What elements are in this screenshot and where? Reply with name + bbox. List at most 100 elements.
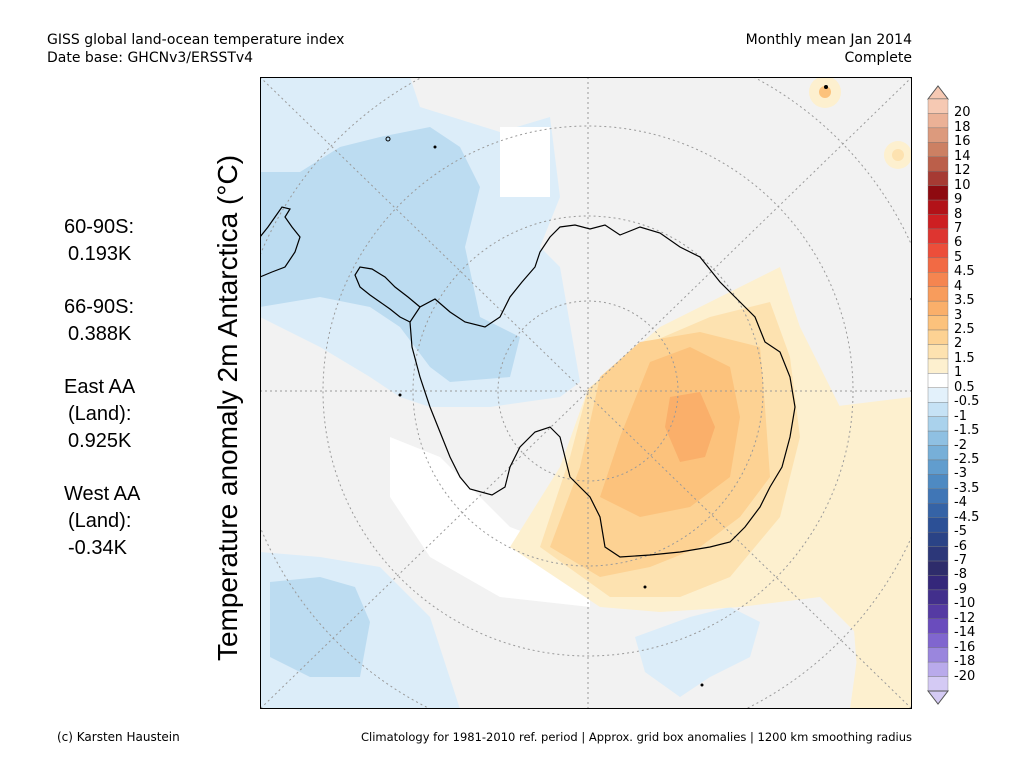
anomaly-region-light-blue-se <box>635 607 760 697</box>
legend-swatch <box>927 300 949 316</box>
legend-swatch <box>927 416 949 432</box>
legend-colorbar <box>926 85 950 705</box>
legend-swatch <box>927 257 949 273</box>
legend-tick-label: -16 <box>954 639 976 655</box>
island-marker <box>824 85 828 89</box>
antarctica-anomaly-map <box>260 77 912 709</box>
graticule <box>260 77 912 709</box>
stat-east-aa: East AA (Land): 0.925K <box>64 374 204 455</box>
south-america-coastline <box>260 206 301 278</box>
legend-swatch <box>927 546 949 562</box>
legend-swatch <box>927 633 949 648</box>
legend-swatch <box>927 127 949 143</box>
header-left: GISS global land-ocean temperature index… <box>47 31 344 67</box>
legend-tick-label: -12 <box>954 610 976 626</box>
stat-west-aa: West AA (Land): -0.34K <box>64 481 204 562</box>
legend-tick-label: -20 <box>954 668 976 684</box>
legend-swatch <box>927 156 949 172</box>
legend-tick-label: 4 <box>954 278 963 294</box>
legend-swatch <box>927 647 949 663</box>
legend-swatch <box>927 199 949 215</box>
legend-tick-label: 12 <box>954 163 971 179</box>
stat-value: 0.925K <box>68 430 132 452</box>
legend-swatch <box>927 170 949 186</box>
legend-tick-label: -8 <box>954 567 967 583</box>
stat-sublabel: (Land): <box>68 510 132 532</box>
legend-swatch <box>927 459 949 475</box>
anomaly-stats: 60-90S: 0.193K 66-90S: 0.388K East AA (L… <box>64 214 204 588</box>
island-marker <box>700 683 704 687</box>
legend-swatch <box>927 243 949 259</box>
legend-swatch <box>927 589 949 605</box>
stat-label: 60-90S: <box>64 216 135 238</box>
legend-swatch <box>927 503 949 518</box>
legend-tick-label: 0.5 <box>954 379 975 395</box>
stat-value: -0.34K <box>68 537 127 559</box>
color-legend: 20 18 16 14 12 10 9 8 7 6 5 4.5 4 3.5 3 2.5 2 1.5 1 0.5 -0.5… <box>926 85 1006 705</box>
legend-tick-label: -2.5 <box>954 451 980 467</box>
legend-tick-label: -18 <box>954 654 976 670</box>
completeness-label: Complete <box>844 50 912 66</box>
antarctica-coastline <box>409 224 796 558</box>
stat-value: 0.388K <box>68 323 132 345</box>
legend-swatch <box>927 430 949 446</box>
legend-tick-label: 5 <box>954 249 963 265</box>
anomaly-region-pale-yellow-east <box>830 397 912 709</box>
legend-tick-label: 14 <box>954 148 971 164</box>
methodology-note: Climatology for 1981-2010 ref. period | … <box>360 730 912 744</box>
island-marker <box>385 136 391 142</box>
legend-tick-label: -9 <box>954 581 967 597</box>
legend-tick-label: -4 <box>954 495 967 511</box>
legend-tick-label: -0.5 <box>954 394 980 410</box>
legend-tick-label: 18 <box>954 119 971 135</box>
legend-swatch <box>927 531 949 547</box>
island-marker <box>398 393 402 397</box>
legend-tick-label: 1 <box>954 365 963 381</box>
anomaly-region-peak <box>665 392 715 462</box>
map-canvas <box>260 77 912 709</box>
y-axis-label: Temperature anomaly 2m Antarctica (°C) <box>212 154 243 662</box>
legend-swatch <box>927 560 949 576</box>
legend-swatch <box>927 344 949 360</box>
no-data-block <box>500 127 550 197</box>
legend-swatch <box>927 517 949 533</box>
stat-60-90s: 60-90S: 0.193K <box>64 214 204 268</box>
legend-swatch <box>927 373 949 388</box>
legend-swatch <box>927 387 949 403</box>
legend-tick-label: 2.5 <box>954 322 975 338</box>
island-marker <box>643 585 647 589</box>
legend-swatch <box>927 402 949 417</box>
legend-tick-label: -1 <box>954 408 967 424</box>
legend-tick-label: -2 <box>954 437 967 453</box>
legend-swatch <box>927 488 949 504</box>
anomaly-region-blue-sw <box>270 577 370 677</box>
legend-tick-label: 20 <box>954 105 971 121</box>
legend-tick-label: -6 <box>954 538 967 554</box>
legend-swatch <box>927 575 949 591</box>
legend-tick-label: 2 <box>954 336 963 352</box>
header-right: Monthly mean Jan 2014 Complete <box>746 31 912 67</box>
legend-tick-label: 4.5 <box>954 264 975 280</box>
legend-tick-label: 10 <box>954 177 971 193</box>
legend-tick-label: -14 <box>954 625 976 641</box>
legend-swatch <box>927 474 949 490</box>
data-base-label: Date base: GHCNv3/ERSSTv4 <box>47 50 254 66</box>
stat-value: 0.193K <box>68 243 132 265</box>
legend-tick-label: 3 <box>954 307 963 323</box>
legend-tick-label: 9 <box>954 192 963 208</box>
stat-label: 66-90S: <box>64 296 135 318</box>
legend-tick-label: -3 <box>954 466 967 482</box>
anomaly-blob-core-ne <box>819 86 831 98</box>
legend-swatch <box>927 676 949 692</box>
legend-tick-label: -5 <box>954 524 967 540</box>
legend-tick-label: -10 <box>954 596 976 612</box>
legend-tick-label: -7 <box>954 553 967 569</box>
legend-swatch <box>927 661 949 677</box>
legend-swatch <box>927 98 949 114</box>
stat-label: West AA <box>64 483 141 505</box>
legend-tick-label: 1.5 <box>954 350 975 366</box>
legend-tick-label: 16 <box>954 134 971 150</box>
legend-swatch <box>927 286 949 302</box>
legend-top-arrow <box>926 85 950 100</box>
legend-tick-label: -4.5 <box>954 509 980 525</box>
